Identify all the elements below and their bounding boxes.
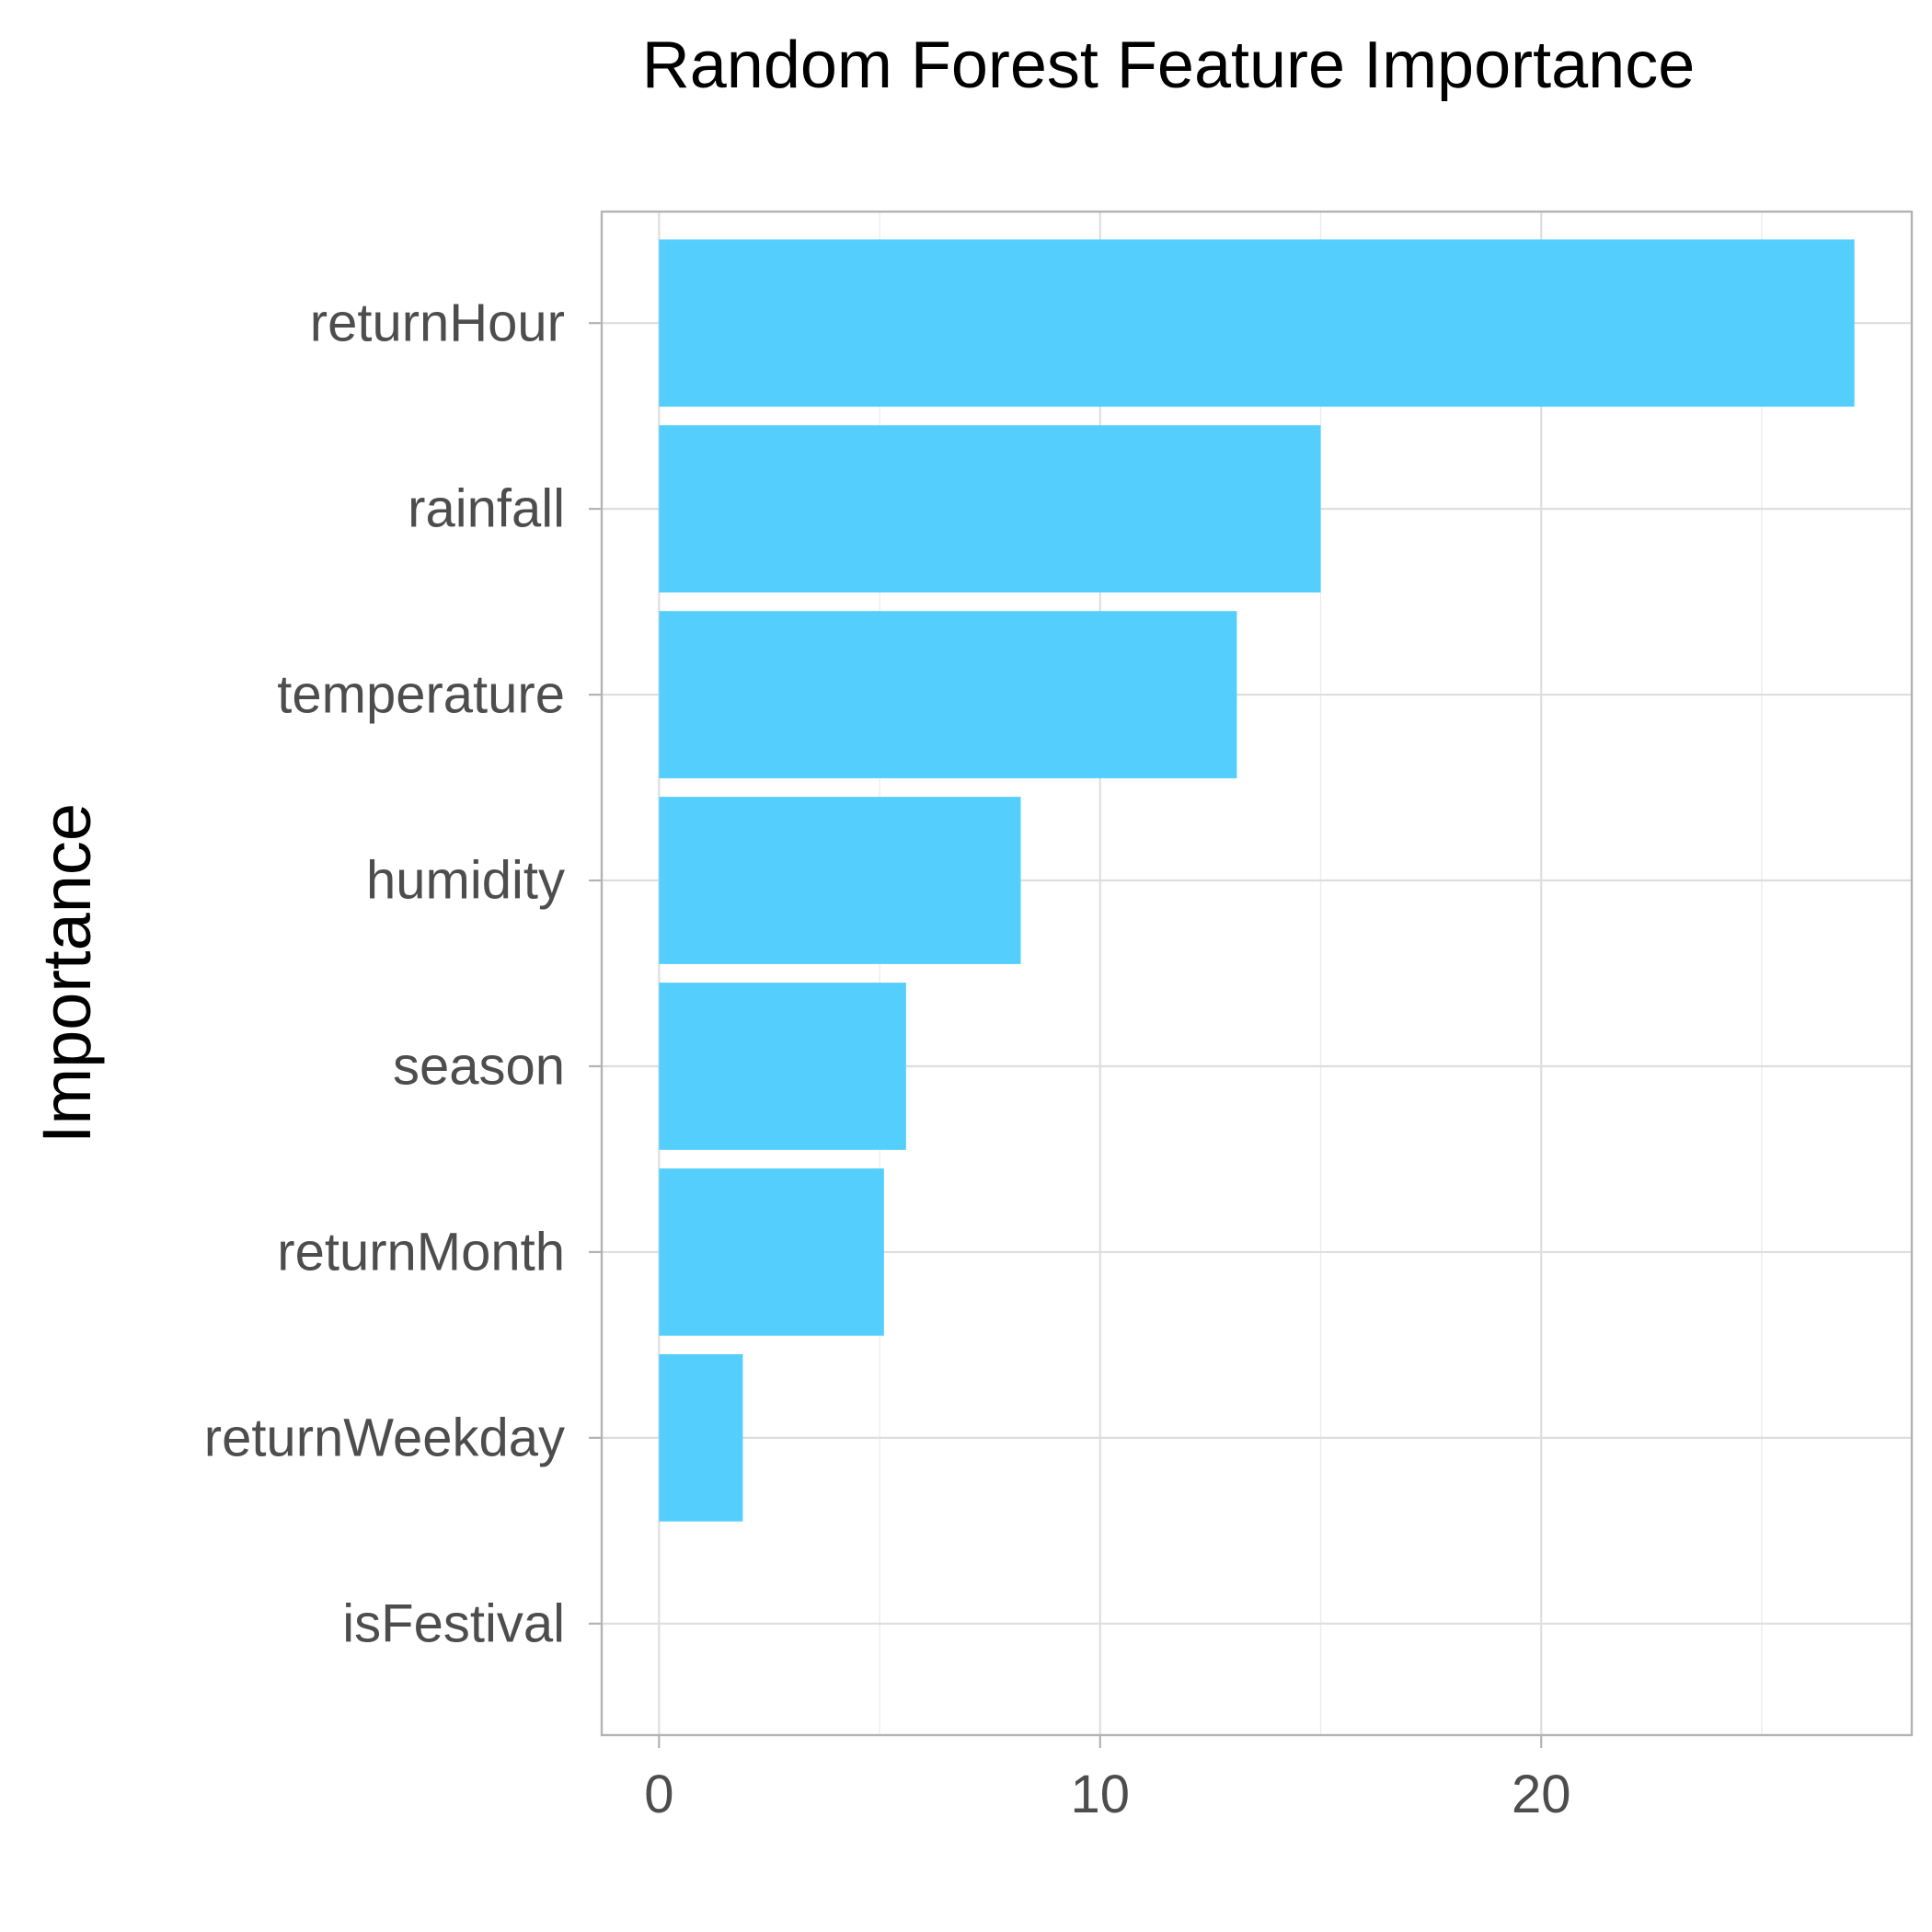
y-tick-label: returnWeekday [204,1408,565,1467]
x-tick-label: 20 [1512,1765,1571,1824]
x-axis-ticks [658,1735,1543,1748]
y-axis-ticks [589,322,602,1625]
y-tick-label: season [393,1036,565,1096]
y-tick-label: isFestival [342,1593,565,1653]
y-axis-labels: returnHour rainfall temperature humidity sea… [204,293,565,1654]
x-tick-label: 0 [644,1765,673,1824]
bar-returnWeekday [659,1354,743,1522]
x-axis-labels: 0 10 20 [644,1765,1570,1824]
bar-season [659,983,906,1150]
y-tick-label: humidity [366,851,565,911]
y-tick-label: temperature [277,665,565,725]
panel-border [600,210,1914,1737]
chart-title: Random Forest Feature Importance [642,29,1696,102]
y-tick-label: returnMonth [277,1222,565,1282]
bar-returnHour [659,239,1855,408]
y-tick-label: rainfall [408,479,565,539]
x-tick-label: 10 [1071,1765,1131,1824]
bars-group [659,239,1855,1522]
y-tick-label: returnHour [310,293,565,353]
bar-returnMonth [659,1168,884,1336]
bar-rainfall [659,425,1321,592]
bar-humidity [659,797,1021,964]
y-axis-title: Importance [29,803,105,1144]
bar-temperature [659,611,1237,778]
